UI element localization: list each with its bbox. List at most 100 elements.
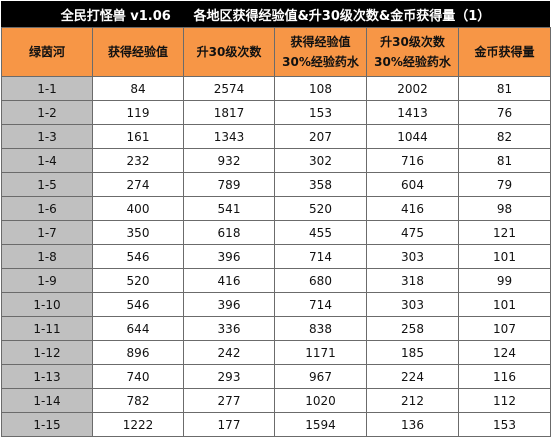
exp-cell: 644 [92, 316, 184, 341]
exp-potion-cell: 302 [274, 148, 367, 173]
gold-cell: 82 [458, 124, 551, 149]
level-count-potion-cell: 303 [366, 292, 459, 317]
exp-potion-cell: 520 [274, 196, 367, 221]
exp-potion-cell: 714 [274, 244, 367, 269]
header-exp-potion: 获得经验值 30%经验药水 [274, 27, 367, 77]
level-count-cell: 1817 [183, 100, 275, 125]
exp-potion-cell: 1171 [274, 340, 367, 365]
level-count-cell: 789 [183, 172, 275, 197]
exp-cell: 232 [92, 148, 184, 173]
gold-cell: 107 [458, 316, 551, 341]
level-count-cell: 396 [183, 244, 275, 269]
area-cell: 1-13 [1, 364, 93, 389]
header-level-count: 升30级次数 [183, 27, 275, 77]
table-row: 1-12 896 242 1171 185 124 [1, 340, 551, 365]
area-cell: 1-7 [1, 220, 93, 245]
table-row: 1-11 644 336 838 258 107 [1, 316, 551, 341]
level-count-cell: 416 [183, 268, 275, 293]
header-exp: 获得经验值 [92, 27, 184, 77]
area-cell: 1-6 [1, 196, 93, 221]
table-row: 1-1 84 2574 108 2002 81 [1, 76, 551, 101]
header-gold: 金币获得量 [458, 27, 551, 77]
exp-cell: 896 [92, 340, 184, 365]
area-cell: 1-1 [1, 76, 93, 101]
gold-cell: 99 [458, 268, 551, 293]
table-row: 1-7 350 618 455 475 121 [1, 220, 551, 245]
exp-cell: 520 [92, 268, 184, 293]
gold-cell: 121 [458, 220, 551, 245]
level-count-cell: 293 [183, 364, 275, 389]
header-row: 绿茵河 获得经验值 升30级次数 获得经验值 30%经验药水 升30级次数 30%经… [1, 27, 551, 77]
level-count-potion-cell: 604 [366, 172, 459, 197]
exp-potion-cell: 207 [274, 124, 367, 149]
exp-cell: 84 [92, 76, 184, 101]
table-row: 1-6 400 541 520 416 98 [1, 196, 551, 221]
area-cell: 1-12 [1, 340, 93, 365]
exp-cell: 161 [92, 124, 184, 149]
level-count-potion-cell: 475 [366, 220, 459, 245]
exp-potion-cell: 455 [274, 220, 367, 245]
level-count-potion-cell: 318 [366, 268, 459, 293]
table-row: 1-10 546 396 714 303 101 [1, 292, 551, 317]
level-count-cell: 336 [183, 316, 275, 341]
level-count-potion-cell: 716 [366, 148, 459, 173]
gold-cell: 101 [458, 244, 551, 269]
level-count-cell: 932 [183, 148, 275, 173]
area-cell: 1-10 [1, 292, 93, 317]
level-count-potion-cell: 258 [366, 316, 459, 341]
gold-cell: 98 [458, 196, 551, 221]
stats-table: 绿茵河 获得经验值 升30级次数 获得经验值 30%经验药水 升30级次数 30%经… [1, 27, 551, 437]
area-cell: 1-15 [1, 412, 93, 437]
exp-potion-cell: 358 [274, 172, 367, 197]
level-count-potion-cell: 303 [366, 244, 459, 269]
level-count-cell: 177 [183, 412, 275, 437]
area-cell: 1-11 [1, 316, 93, 341]
gold-cell: 81 [458, 148, 551, 173]
exp-cell: 546 [92, 292, 184, 317]
table-row: 1-14 782 277 1020 212 112 [1, 388, 551, 413]
level-count-potion-cell: 1044 [366, 124, 459, 149]
level-count-cell: 618 [183, 220, 275, 245]
exp-potion-cell: 1020 [274, 388, 367, 413]
level-count-potion-cell: 416 [366, 196, 459, 221]
area-cell: 1-5 [1, 172, 93, 197]
exp-cell: 274 [92, 172, 184, 197]
level-count-potion-cell: 224 [366, 364, 459, 389]
gold-cell: 112 [458, 388, 551, 413]
exp-potion-cell: 1594 [274, 412, 367, 437]
exp-potion-cell: 108 [274, 76, 367, 101]
exp-potion-cell: 153 [274, 100, 367, 125]
gold-cell: 153 [458, 412, 551, 437]
area-cell: 1-9 [1, 268, 93, 293]
gold-cell: 76 [458, 100, 551, 125]
level-count-cell: 277 [183, 388, 275, 413]
exp-cell: 740 [92, 364, 184, 389]
exp-cell: 546 [92, 244, 184, 269]
gold-cell: 124 [458, 340, 551, 365]
table-row: 1-4 232 932 302 716 81 [1, 148, 551, 173]
exp-potion-cell: 680 [274, 268, 367, 293]
gold-cell: 79 [458, 172, 551, 197]
area-cell: 1-3 [1, 124, 93, 149]
exp-cell: 1222 [92, 412, 184, 437]
area-cell: 1-8 [1, 244, 93, 269]
exp-cell: 782 [92, 388, 184, 413]
exp-potion-cell: 967 [274, 364, 367, 389]
table-row: 1-2 119 1817 153 1413 76 [1, 100, 551, 125]
level-count-cell: 2574 [183, 76, 275, 101]
level-count-potion-cell: 185 [366, 340, 459, 365]
exp-cell: 119 [92, 100, 184, 125]
exp-cell: 400 [92, 196, 184, 221]
table-row: 1-5 274 789 358 604 79 [1, 172, 551, 197]
level-count-potion-cell: 212 [366, 388, 459, 413]
level-count-cell: 242 [183, 340, 275, 365]
level-count-potion-cell: 136 [366, 412, 459, 437]
exp-potion-cell: 838 [274, 316, 367, 341]
gold-cell: 81 [458, 76, 551, 101]
header-level-count-potion: 升30级次数 30%经验药水 [366, 27, 459, 77]
exp-potion-cell: 714 [274, 292, 367, 317]
area-cell: 1-14 [1, 388, 93, 413]
gold-cell: 101 [458, 292, 551, 317]
sheet-title: 全民打怪兽 v1.06 各地区获得经验值&升30级次数&金币获得量（1） [1, 1, 550, 27]
